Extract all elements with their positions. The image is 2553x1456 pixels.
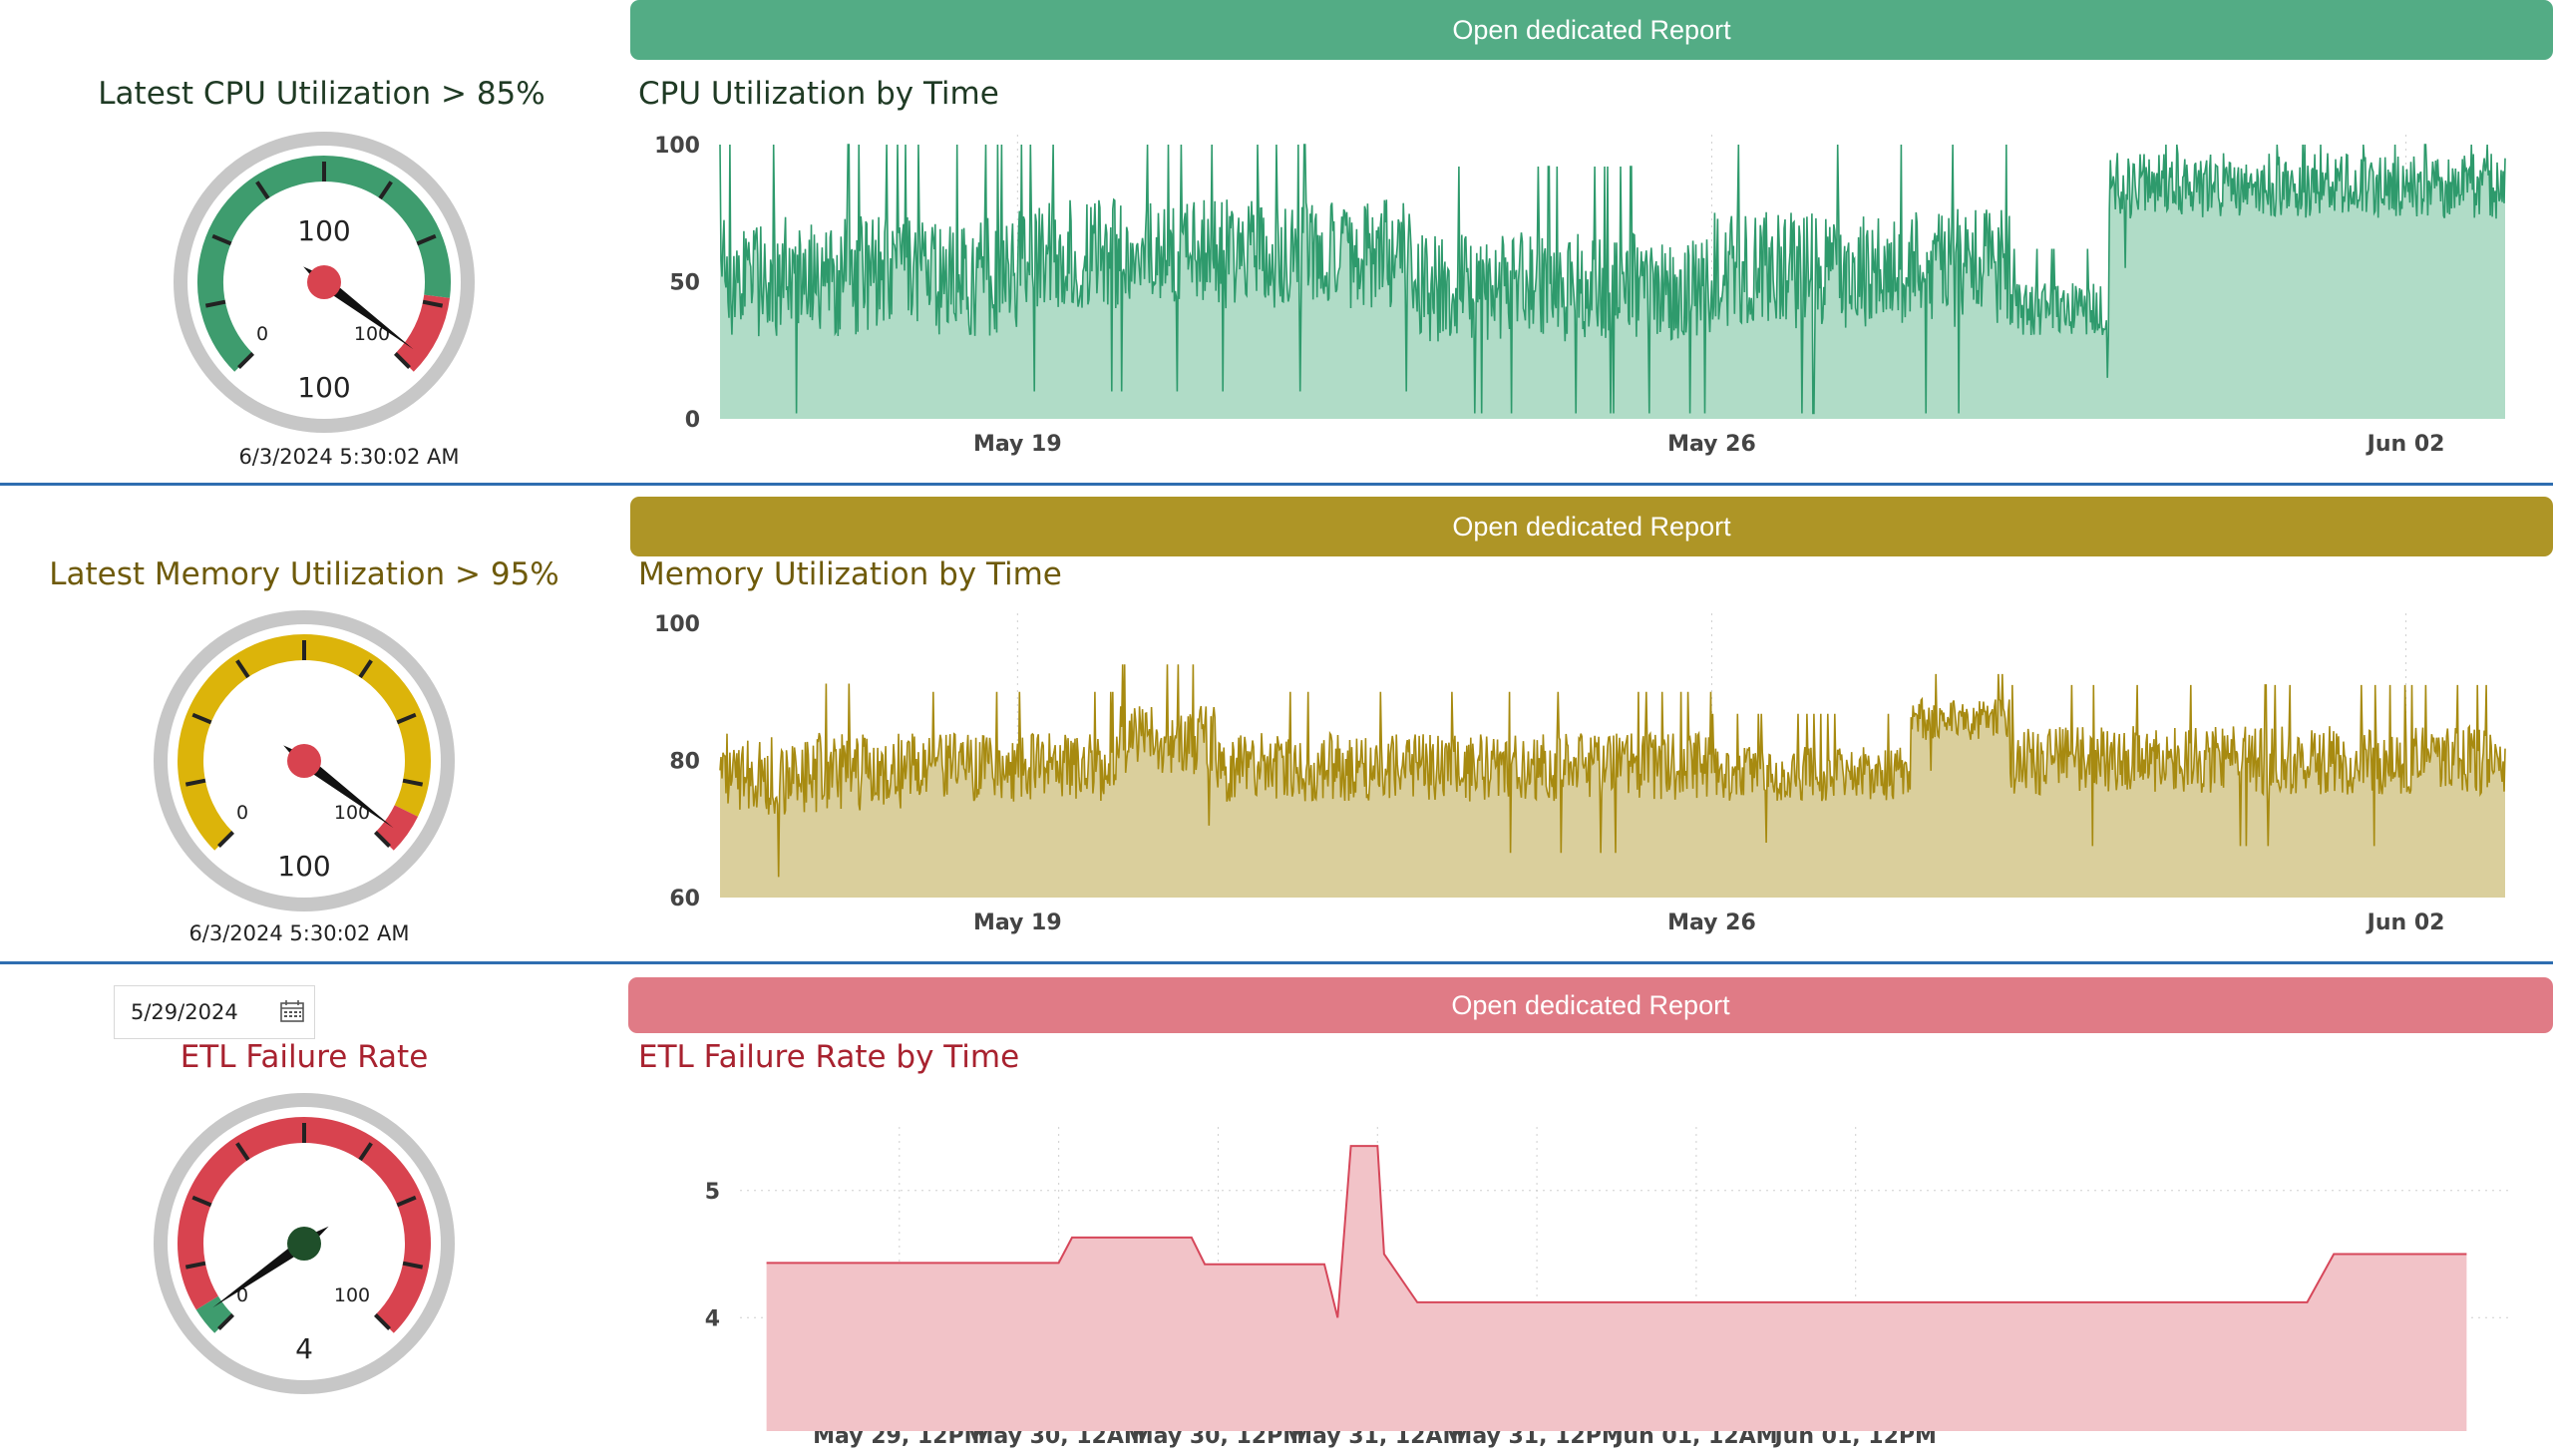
calendar-icon[interactable] — [280, 1000, 304, 1022]
gauge-band — [195, 1295, 233, 1333]
series-line — [719, 664, 2506, 878]
section-divider — [0, 483, 2553, 486]
gauge-tick — [358, 1142, 373, 1162]
gauge-tick — [235, 1142, 250, 1162]
y-tick-label: 60 — [669, 887, 700, 911]
y-tick-label: 0 — [685, 408, 700, 433]
series-line — [766, 1145, 2467, 1318]
gauge-tick — [402, 1261, 424, 1270]
gauge-target-label: 100 — [297, 214, 350, 247]
series-line — [719, 144, 2506, 415]
chart-title-memory: Memory Utilization by Time — [638, 556, 1062, 592]
x-tick-label: May 26 — [1667, 910, 1756, 935]
gauge-tick — [374, 1313, 391, 1330]
gauge-band — [197, 156, 451, 372]
gauge-value-label: 100 — [297, 371, 350, 404]
gauge-tick — [402, 778, 424, 787]
gauge-needle-hub — [287, 744, 321, 778]
y-tick-label: 80 — [669, 750, 700, 775]
gauge-value-label: 100 — [277, 850, 330, 883]
x-tick-label: May 26 — [1667, 432, 1756, 457]
gauge-needle-hub — [307, 265, 341, 299]
cpu-utilization-chart: May 19 May 26 Jun 02 0 50 100 — [654, 134, 2506, 457]
cpu-gauge: 100 0 100 100 — [174, 132, 475, 433]
gauge-tick — [217, 831, 234, 848]
open-report-button-cpu[interactable]: Open dedicated Report — [630, 0, 2553, 60]
gauge-min-label: 0 — [236, 802, 248, 824]
gauge-tick — [191, 1195, 212, 1208]
gauge-band — [178, 1117, 431, 1333]
gauge-band — [178, 634, 431, 851]
gauge-tick — [255, 181, 270, 200]
gauge-needle-hub — [287, 1227, 321, 1261]
x-tick-label: May 19 — [973, 432, 1062, 457]
gauge-tick — [374, 831, 391, 848]
y-tick-label: 100 — [654, 612, 700, 637]
y-tick-label: 4 — [705, 1306, 720, 1331]
gauge-max-label: 100 — [334, 1284, 370, 1306]
gauge-tick — [394, 352, 411, 369]
gauge-tick — [211, 233, 232, 246]
gauge-tick — [184, 1261, 206, 1270]
series-area — [720, 664, 2505, 898]
gauge-tick — [184, 778, 206, 787]
gauge-tick — [358, 659, 373, 679]
gauge-min-label: 0 — [256, 323, 268, 345]
memory-utilization-chart: May 19 May 26 Jun 02 60 80 100 — [654, 612, 2506, 935]
open-report-button-memory[interactable]: Open dedicated Report — [630, 497, 2553, 556]
x-tick-label: Jun 02 — [2366, 432, 2445, 457]
gauge-tick — [396, 712, 417, 725]
memory-gauge: 0 100 100 — [154, 610, 455, 911]
gauge-tick — [416, 233, 437, 246]
y-tick-label: 5 — [705, 1180, 720, 1205]
chart-title-etl: ETL Failure Rate by Time — [638, 1039, 1020, 1075]
x-tick-label: Jun 02 — [2366, 910, 2445, 935]
chart-title-cpu: CPU Utilization by Time — [638, 76, 999, 112]
gauge-tick — [204, 299, 226, 308]
series-area — [766, 1146, 2467, 1431]
kpi-title-cpu: Latest CPU Utilization > 85% — [98, 76, 546, 112]
gauge-tick — [235, 659, 250, 679]
gauge-max-label: 100 — [334, 802, 370, 824]
y-tick-label: 50 — [669, 271, 700, 296]
timestamp-memory: 6/3/2024 5:30:02 AM — [188, 921, 410, 945]
gauge-tick — [191, 712, 212, 725]
date-filter-value: 5/29/2024 — [131, 1000, 238, 1024]
open-report-button-etl[interactable]: Open dedicated Report — [628, 977, 2553, 1033]
gauge-tick — [396, 1195, 417, 1208]
date-filter-input[interactable]: 5/29/2024 — [114, 985, 315, 1039]
gauge-tick — [237, 352, 254, 369]
x-tick-label: May 19 — [973, 910, 1062, 935]
gauge-tick — [422, 299, 444, 308]
gauge-value-label: 4 — [295, 1332, 313, 1365]
y-tick-label: 100 — [654, 134, 700, 159]
timestamp-cpu: 6/3/2024 5:30:02 AM — [238, 445, 460, 469]
section-divider — [0, 961, 2553, 964]
gauge-max-label: 100 — [354, 323, 390, 345]
kpi-title-memory: Latest Memory Utilization > 95% — [49, 556, 559, 592]
gauge-tick — [378, 181, 393, 200]
gauge-tick — [217, 1313, 234, 1330]
kpi-title-etl: ETL Failure Rate — [180, 1039, 429, 1075]
